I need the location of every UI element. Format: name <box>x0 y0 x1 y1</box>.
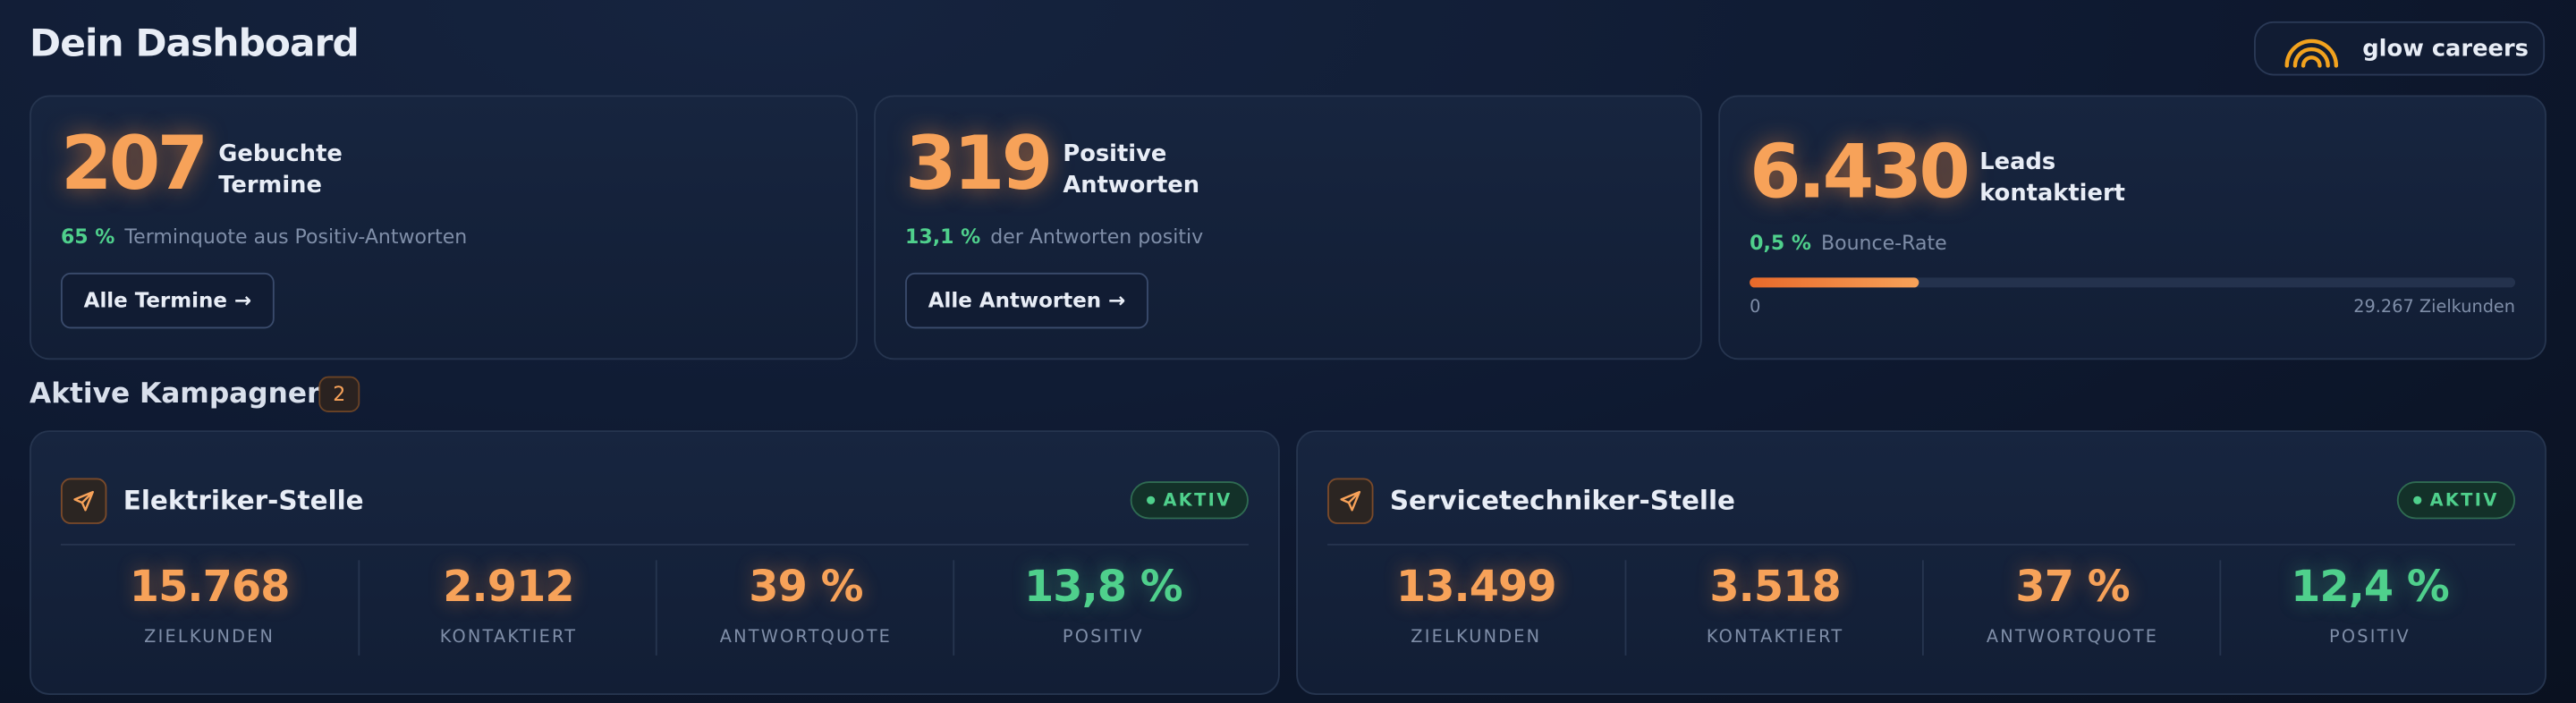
metric-label: ZIELKUNDEN <box>144 627 275 648</box>
stat-label: Leads kontaktiert <box>1979 149 2125 208</box>
stat-rate: 65 % Terminquote aus Positiv-Antworten <box>61 225 467 249</box>
send-icon <box>73 490 94 512</box>
rate-value: 0,5 % <box>1750 231 1811 255</box>
metric: 12,4 % POSITIV <box>2219 560 2518 656</box>
count-badge: 2 <box>318 376 360 413</box>
metric: 15.768 ZIELKUNDEN <box>61 560 358 656</box>
metric-value: 13.499 <box>1395 563 1557 614</box>
brand: glow careers <box>2254 21 2546 76</box>
stat-card: 6.430 Leads kontaktiert 0,5 % Bounce-Rate 0 2… <box>1718 95 2546 360</box>
rate-value: 13,1 % <box>905 224 981 249</box>
campaign-card: Servicetechniker-Stelle AKTIV 13.499 ZIELKU… <box>1296 430 2546 695</box>
metric-value: 3.518 <box>1709 563 1841 614</box>
metric-value: 37 % <box>2015 563 2130 614</box>
campaign-icon <box>60 478 107 524</box>
metric-value: 13,8 % <box>1023 563 1183 614</box>
metric-value: 12,4 % <box>2291 563 2450 614</box>
link-button[interactable]: Alle Termine → <box>60 272 275 329</box>
brand-name: glow careers <box>2362 36 2529 63</box>
metric: 13,8 % POSITIV <box>953 560 1251 656</box>
rate-text: Terminquote aus Positiv-Antworten <box>124 224 468 249</box>
stat-rate: 0,5 % Bounce-Rate <box>1750 232 1947 255</box>
stat-label: Gebuchte Termine <box>218 140 343 199</box>
metric-value: 15.768 <box>129 563 291 614</box>
rate-text: Bounce-Rate <box>1820 231 1947 255</box>
progress-end: 29.267 Zielkunden <box>2353 297 2516 318</box>
brand-logo <box>2284 38 2339 68</box>
progress-fill <box>1750 277 1919 288</box>
campaign-icon <box>1327 478 1374 524</box>
stat-card: 319 Positive Antworten 13,1 % der Antworten… <box>874 95 1702 360</box>
metric-value: 39 % <box>749 563 863 614</box>
campaign-name: Elektriker-Stelle <box>123 484 364 516</box>
metric: 39 % ANTWORTQUOTE <box>655 560 954 656</box>
metric: 3.518 KONTAKTIERT <box>1624 560 1924 656</box>
page-title: Dein Dashboard <box>30 22 360 66</box>
metric: 13.499 ZIELKUNDEN <box>1327 560 1624 656</box>
metric-label: ANTWORTQUOTE <box>719 627 893 648</box>
metric-label: POSITIV <box>2329 627 2411 648</box>
progress-bar <box>1750 277 2516 288</box>
status-badge: AKTIV <box>1130 481 1249 520</box>
stat-value: 319 <box>905 120 1053 208</box>
campaign-name: Servicetechniker-Stelle <box>1389 484 1735 516</box>
campaign-card: Elektriker-Stelle AKTIV 15.768 ZIELKUNDEN 2.… <box>30 430 1280 695</box>
divider <box>1327 543 2516 546</box>
metric: 37 % ANTWORTQUOTE <box>1921 560 2221 656</box>
send-icon <box>1340 490 1361 512</box>
metric-label: ANTWORTQUOTE <box>1986 627 2159 648</box>
metric-label: KONTAKTIERT <box>1706 627 1844 648</box>
status-badge: AKTIV <box>2396 481 2516 520</box>
section-heading: Aktive Kampagnen <box>30 377 327 411</box>
stat-card: 207 Gebuchte Termine 65 % Terminquote aus P… <box>30 95 858 360</box>
rate-value: 65 % <box>60 224 115 249</box>
metric-label: ZIELKUNDEN <box>1411 627 1542 648</box>
rate-text: der Antworten positiv <box>990 224 1204 249</box>
stat-value: 207 <box>60 120 208 208</box>
stat-rate: 13,1 % der Antworten positiv <box>905 225 1203 249</box>
metric-label: KONTAKTIERT <box>439 627 578 648</box>
divider <box>60 543 1249 546</box>
metric-label: POSITIV <box>1062 627 1144 648</box>
metric: 2.912 KONTAKTIERT <box>358 560 657 656</box>
stat-value: 6.430 <box>1750 128 1970 216</box>
stat-label: Positive Antworten <box>1063 140 1200 199</box>
link-button[interactable]: Alle Antworten → <box>905 272 1149 329</box>
progress-start: 0 <box>1750 297 1761 318</box>
metric-value: 2.912 <box>443 563 574 614</box>
